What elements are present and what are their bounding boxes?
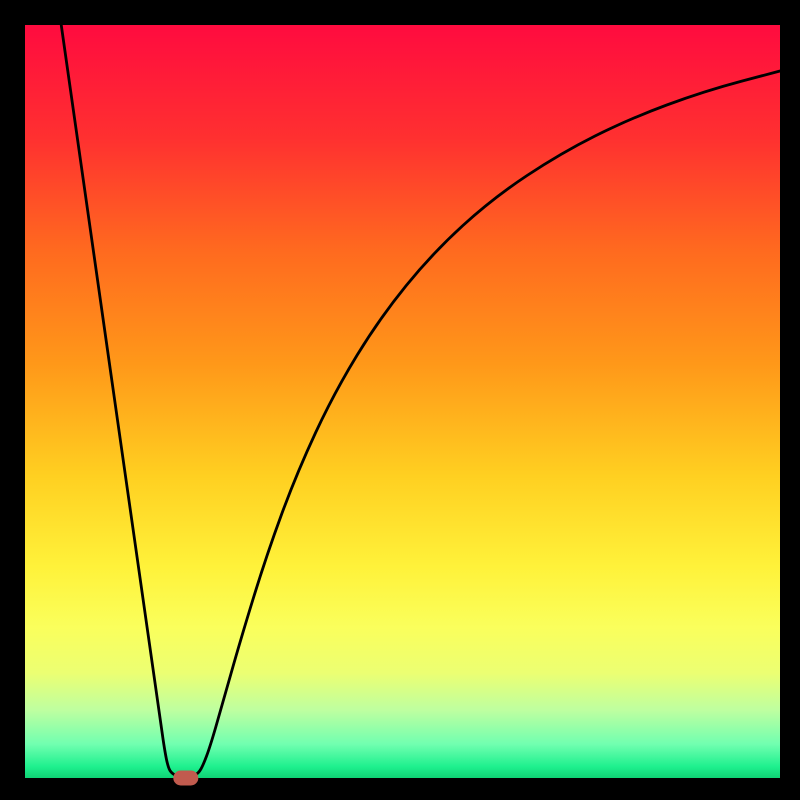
plot-area <box>25 25 780 778</box>
watermark-text: TheBottleneck.com <box>566 4 772 30</box>
optimum-marker <box>174 771 198 785</box>
bottleneck-chart <box>0 0 800 800</box>
chart-container: TheBottleneck.com <box>0 0 800 800</box>
